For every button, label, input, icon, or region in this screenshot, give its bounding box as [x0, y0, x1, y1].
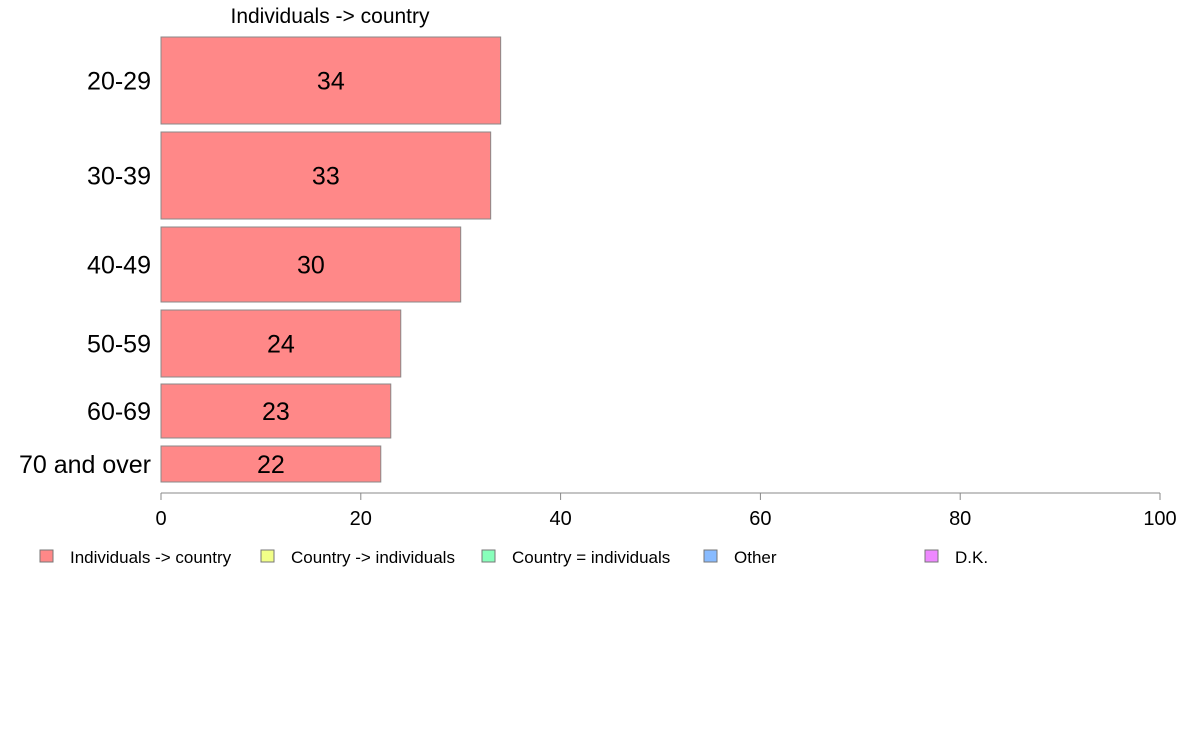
x-tick-label: 0	[155, 508, 166, 530]
bar-value-label: 34	[317, 68, 345, 96]
category-label: 50-59	[87, 331, 151, 359]
legend-swatch	[924, 549, 939, 563]
bar-value-label: 30	[297, 252, 325, 280]
x-tick-label: 100	[1143, 508, 1176, 530]
x-axis: 0 20 40 60 80 100	[155, 492, 1177, 530]
category-label: 60-69	[87, 398, 151, 426]
bars-group: 34 20-29 33 30-39 30 40-49 24 50-59 23 60-69 22 70 …	[19, 36, 502, 483]
chart-title: Individuals -> country	[230, 5, 430, 28]
bar-20-29	[160, 36, 502, 125]
bar-70-and-over	[160, 445, 382, 483]
x-tick-label: 60	[749, 508, 771, 530]
legend-swatch	[703, 549, 718, 563]
bar-50-59	[160, 309, 402, 378]
bar-60-69	[160, 383, 392, 439]
x-tick-label: 40	[549, 508, 571, 530]
bar-value-label: 24	[267, 331, 295, 359]
legend: Individuals -> country Country -> individ…	[39, 548, 988, 567]
category-label: 30-39	[87, 163, 151, 191]
bar-value-label: 33	[312, 163, 340, 191]
legend-label: D.K.	[955, 548, 988, 567]
bar-value-label: 23	[262, 398, 290, 426]
category-label: 40-49	[87, 252, 151, 280]
x-tick-label: 20	[350, 508, 372, 530]
category-label: 20-29	[87, 68, 151, 96]
legend-swatch	[481, 549, 496, 563]
legend-label: Individuals -> country	[70, 548, 232, 567]
legend-label: Other	[734, 548, 777, 567]
legend-swatch	[39, 549, 54, 563]
legend-label: Country = individuals	[512, 548, 670, 567]
legend-swatch	[260, 549, 275, 563]
bar-40-49	[160, 226, 462, 303]
legend-label: Country -> individuals	[291, 548, 455, 567]
category-label: 70 and over	[19, 451, 151, 479]
x-tick-label: 80	[949, 508, 971, 530]
bar-value-label: 22	[257, 451, 285, 479]
bar-30-39	[160, 131, 492, 220]
